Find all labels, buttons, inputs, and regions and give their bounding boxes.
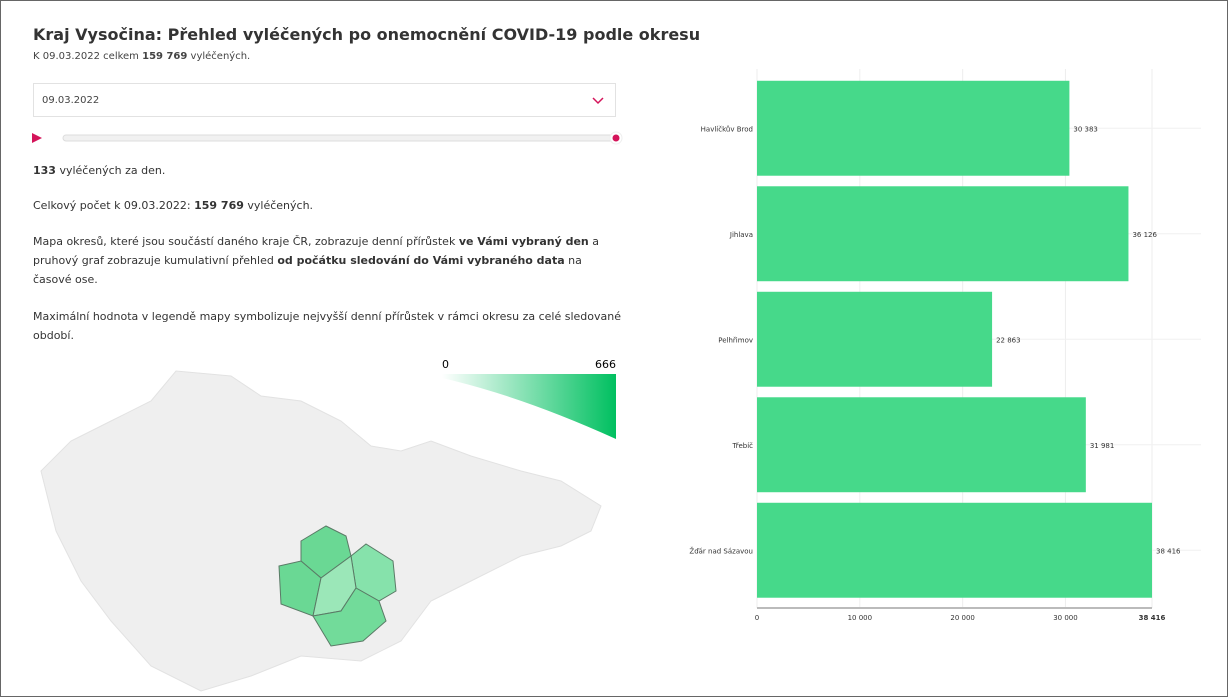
x-tick-label: 20 000 <box>950 614 975 622</box>
value-label: 31 981 <box>1090 442 1115 450</box>
play-button[interactable] <box>32 133 42 143</box>
text: Mapa okresů, které jsou součástí daného … <box>33 235 459 248</box>
category-label: Třebíč <box>731 442 753 450</box>
category-label: Jihlava <box>729 231 753 239</box>
description: Mapa okresů, které jsou součástí daného … <box>33 232 623 289</box>
bar <box>757 186 1129 282</box>
text: ve Vámi vybraný den <box>458 235 589 248</box>
legend-max: 666 <box>595 358 616 371</box>
bar <box>757 80 1070 176</box>
value-label: 36 126 <box>1132 231 1157 239</box>
bar <box>757 291 993 387</box>
text: 159 769 <box>194 199 244 212</box>
daily-text: 133 vyléčených za den. <box>33 161 623 180</box>
slider-track[interactable] <box>62 134 617 142</box>
chevron <box>592 97 604 105</box>
date-select[interactable]: 09.03.2022 <box>33 83 616 117</box>
bar <box>757 397 1086 493</box>
x-tick-label: 38 416 <box>1139 614 1166 622</box>
subtitle: K 09.03.2022 celkem 159 769 vyléčených. <box>33 51 250 62</box>
text: vyléčených. <box>187 51 251 62</box>
text: na časové ose. <box>33 254 582 286</box>
text: vyléčených. <box>243 199 314 212</box>
value-label: 30 383 <box>1073 125 1098 133</box>
text: vyléčených za den. <box>55 164 166 177</box>
select-value: 09.03.2022 <box>42 95 100 106</box>
x-tick-label: 10 000 <box>848 614 873 622</box>
value-label: 22 863 <box>996 336 1021 344</box>
x-tick-label: 30 000 <box>1053 614 1078 622</box>
category-label: Havlíčkův Brod <box>701 125 753 133</box>
text: Celkový počet k 09.03.2022: <box>33 199 195 212</box>
legend-min: 0 <box>442 358 449 371</box>
bar-chart: 0 10 000 20 000 30 000 38 416 Havlíčkův Brod 3… <box>689 69 1201 622</box>
district[interactable] <box>312 587 387 647</box>
text: od počátku sledování do Vámi vybraného d… <box>277 254 565 267</box>
timeline <box>32 131 623 145</box>
text: a pruhový graf zobrazuje kumulativní pře… <box>33 235 599 267</box>
title: Kraj Vysočina: Přehled vyléčených po one… <box>33 25 701 44</box>
bar <box>757 502 1152 598</box>
text: K 09.03.2022 celkem <box>33 51 143 62</box>
slider-dot <box>612 134 620 142</box>
note: Maximální hodnota v legendě mapy symboli… <box>33 310 622 342</box>
text: 159 769 <box>142 51 188 62</box>
map: 0 666 <box>40 358 616 692</box>
value-label: 38 416 <box>1156 547 1181 555</box>
legend-gradient <box>442 374 616 439</box>
text: 133 <box>33 164 56 177</box>
category-label: Pelhřimov <box>718 336 753 344</box>
total-text: Celkový počet k 09.03.2022: 159 769 vylé… <box>33 196 623 215</box>
category-label: Žďár nad Sázavou <box>689 546 753 555</box>
x-tick-label: 0 <box>755 614 759 622</box>
districts <box>278 525 397 647</box>
